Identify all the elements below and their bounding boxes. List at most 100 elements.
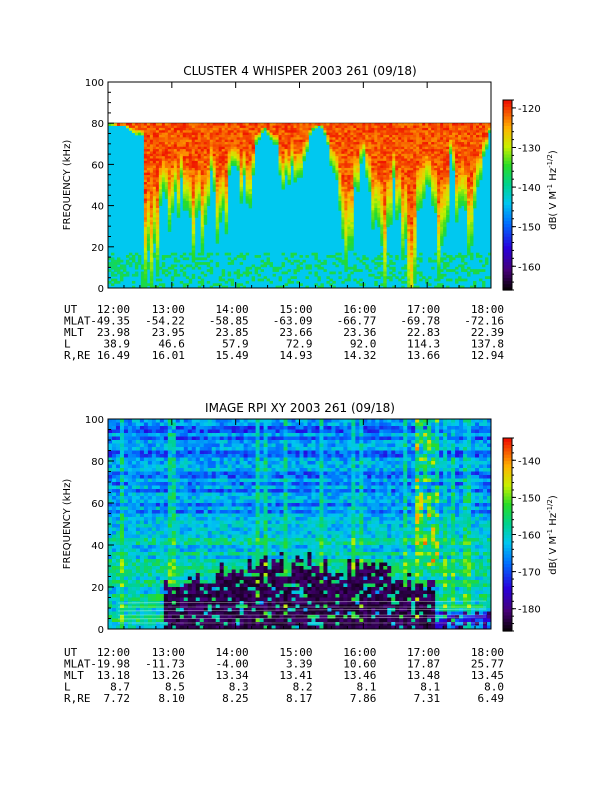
spectrogram-cell [443,213,446,216]
spectrogram-cell [180,264,183,267]
spectrogram-cell [116,580,120,584]
spectrogram-cell [120,423,124,427]
spectrogram-cell [344,128,347,131]
spectrogram-cell [297,175,300,178]
spectrogram-cell [431,133,434,136]
spectrogram-cell [446,151,449,154]
spectrogram-cell [108,535,112,539]
spectrogram-cell [177,168,180,171]
spectrogram-cell [276,269,279,272]
spectrogram-cell [395,166,398,169]
spectrogram-cell [282,163,285,166]
spectrogram-cell [404,231,407,234]
spectrogram-cell [395,128,398,131]
spectrogram-cell [165,144,168,147]
spectrogram-cell [222,151,225,154]
spectrogram-cell [243,128,246,131]
spectrogram-cell [383,224,386,227]
spectrogram-cell [332,126,335,129]
spectrogram-cell [162,154,165,157]
spectrogram-cell [347,147,350,150]
spectrogram-cell [341,213,344,216]
spectrogram-cell [246,154,249,157]
spectrogram-cell [249,206,252,209]
spectrogram-cell [404,184,407,187]
spectrogram-cell [120,521,124,525]
spectrogram-cell [341,154,344,157]
spectrogram-cell [177,187,180,190]
spectrogram-cell [136,486,140,490]
spectrogram-cell [111,274,114,277]
spectrogram-cell [153,217,156,220]
spectrogram-cell [159,154,162,157]
spectrogram-cell [132,500,136,504]
spectrogram-cell [237,140,240,143]
spectrogram-cell [422,184,425,187]
spectrogram-cell [116,433,120,437]
spectrogram-cell [470,180,473,183]
spectrogram-cell [476,154,479,157]
spectrogram-cell [124,580,128,584]
spectrogram-cell [128,510,132,514]
spectrogram-cell [128,615,132,619]
spectrogram-cell [362,255,365,258]
spectrogram-cell [404,180,407,183]
spectrogram-cell [326,135,329,138]
spectrogram-cell [437,161,440,164]
spectrogram-cell [252,159,255,162]
spectrogram-cell [171,128,174,131]
spectrogram-cell [297,142,300,145]
spectrogram-cell [413,206,416,209]
spectrogram-cell [341,144,344,147]
spectrogram-cell [297,173,300,176]
spectrogram-cell [395,210,398,213]
spectrogram-cell [156,149,159,152]
spectrogram-cell [198,128,201,131]
spectrogram-cell [416,189,419,192]
spectrogram-cell [470,222,473,225]
spectrogram-cell [126,272,129,275]
spectrogram-cell [207,140,210,143]
spectrogram-cell [279,126,282,129]
spectrogram-cell [383,144,386,147]
spectrogram-cell [282,130,285,133]
spectrogram-cell [147,159,150,162]
spectrogram-cell [467,128,470,131]
spectrogram-cell [189,123,192,126]
spectrogram-cell [386,187,389,190]
spectrogram-cell [192,128,195,131]
spectrogram-cell [380,137,383,140]
spectrogram-cell [116,426,120,430]
spectrogram-cell [452,142,455,145]
spectrogram-cell [112,444,116,448]
spectrogram-cell [449,279,452,282]
spectrogram-cell [473,140,476,143]
spectrogram-cell [228,170,231,173]
spectrogram-cell [189,199,192,202]
spectrogram-cell [219,130,222,133]
spectrogram-cell [153,208,156,211]
spectrogram-cell [350,206,353,209]
spectrogram-cell [347,154,350,157]
spectrogram-cell [150,144,153,147]
spectrogram-cell [383,149,386,152]
spectrogram-cell [407,191,410,194]
spectrogram-cell [434,173,437,176]
spectrogram-cell [461,199,464,202]
spectrogram-cell [219,279,222,282]
spectrogram-cell [374,128,377,131]
spectrogram-cell [282,264,285,267]
spectrogram-cell [300,154,303,157]
spectrogram-cell [150,234,153,237]
spectrogram-cell [407,227,410,230]
spectrogram-cell [350,147,353,150]
spectrogram-cell [165,194,168,197]
spectrogram-cell [150,135,153,138]
spectrogram-cell [350,224,353,227]
spectrogram-cell [180,126,183,129]
spectrogram-cell [341,208,344,211]
spectrogram-cell [132,542,136,546]
spectrogram-cell [165,156,168,159]
spectrogram-cell [302,156,305,159]
spectrogram-cell [338,156,341,159]
